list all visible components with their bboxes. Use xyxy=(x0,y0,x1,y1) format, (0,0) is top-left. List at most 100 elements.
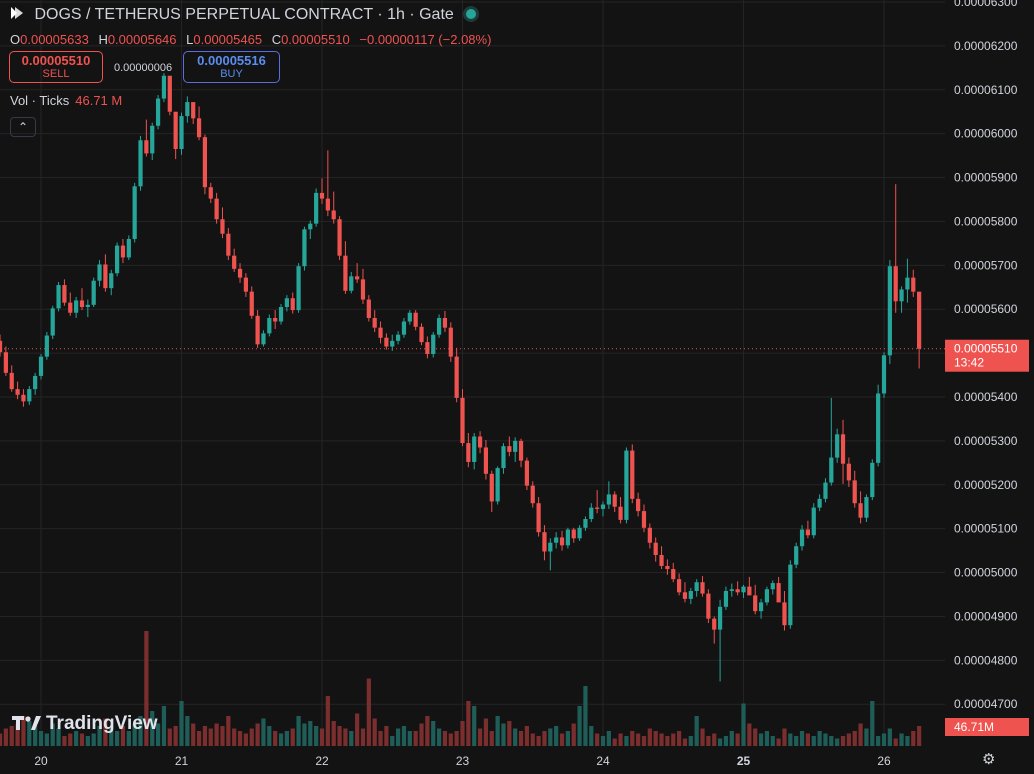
candle-body xyxy=(559,537,565,546)
open-value: 0.00005633 xyxy=(20,32,89,47)
candle-body xyxy=(290,298,295,311)
candle-body xyxy=(419,326,424,343)
candle-body xyxy=(518,440,524,461)
volume-bar xyxy=(606,731,611,746)
candle-body xyxy=(682,592,688,599)
candle-body xyxy=(501,446,506,469)
candle-body xyxy=(196,118,202,138)
y-tick-label: 0.00005100 xyxy=(954,522,1018,536)
volume-bar xyxy=(641,736,647,746)
dogs-logo-icon xyxy=(11,7,23,19)
volume-bar xyxy=(302,723,307,746)
volume-bar xyxy=(870,701,875,746)
candle-body xyxy=(319,192,325,199)
candle-body xyxy=(829,457,834,483)
close-label: C xyxy=(271,32,282,47)
close-value: 0.00005510 xyxy=(281,32,350,47)
volume-bar xyxy=(56,728,61,746)
volume-bar xyxy=(85,736,90,746)
volume-bar xyxy=(74,731,79,746)
volume-bar xyxy=(395,728,401,746)
symbol-title[interactable]: DOGS / TETHERUS PERPETUAL CONTRACT · 1h … xyxy=(34,6,454,23)
x-tick-label: 23 xyxy=(456,754,470,768)
candle-body xyxy=(589,507,594,520)
candle-body xyxy=(753,595,758,612)
volume-bar xyxy=(401,726,407,746)
volume-bar xyxy=(425,716,430,746)
y-tick-label: 0.00005700 xyxy=(954,258,1018,272)
candle-body xyxy=(647,527,652,543)
volume-bar xyxy=(835,738,840,746)
change-value: −0.00000117 (−2.08%) xyxy=(359,32,492,47)
volume-bar xyxy=(44,733,49,746)
volume-bar xyxy=(858,723,863,746)
sell-button[interactable]: 0.00005510 SELL xyxy=(9,51,103,83)
y-tick-label: 0.00004800 xyxy=(954,653,1018,667)
volume-bar xyxy=(805,733,811,746)
candle-body xyxy=(114,245,120,274)
candle-body xyxy=(284,298,289,308)
y-tick-label: 0.00006200 xyxy=(954,39,1018,53)
candle-body xyxy=(811,507,816,536)
volume-bar xyxy=(167,728,172,746)
volume-bar xyxy=(62,736,67,746)
candle-body xyxy=(577,527,582,539)
candle-body xyxy=(899,289,904,302)
volume-bar xyxy=(764,731,770,746)
candle-body xyxy=(571,529,576,539)
candle-body xyxy=(325,198,330,211)
volume-bar xyxy=(91,733,96,746)
volume-bar xyxy=(747,723,752,746)
volume-bar xyxy=(507,721,512,746)
x-tick-label: 25 xyxy=(737,754,751,768)
candle-body xyxy=(360,279,366,300)
candle-body xyxy=(401,321,407,335)
volume-bar xyxy=(191,723,196,746)
volume-bar xyxy=(753,728,758,746)
candle-body xyxy=(249,291,254,316)
volume-bar xyxy=(817,731,822,746)
volume-bar xyxy=(823,733,828,746)
volume-bar xyxy=(249,728,254,746)
volume-bar xyxy=(905,736,910,746)
candle-body xyxy=(278,307,284,322)
volume-bar xyxy=(290,728,295,746)
volume-bar xyxy=(378,731,383,746)
candle-body xyxy=(712,618,717,630)
candle-body xyxy=(21,394,26,402)
candle-body xyxy=(676,579,682,593)
collapse-legend-button[interactable]: ⌃ xyxy=(10,117,36,137)
candle-body xyxy=(659,555,664,566)
volume-bar xyxy=(782,728,787,746)
candle-body xyxy=(62,285,67,303)
volume-bar xyxy=(729,731,734,746)
volume-bar xyxy=(325,696,330,746)
candle-body xyxy=(331,210,336,220)
candle-body xyxy=(255,315,260,345)
candle-body xyxy=(606,494,611,505)
volume-bar xyxy=(712,733,717,746)
x-tick-label: 26 xyxy=(877,754,891,768)
candle-body xyxy=(0,340,3,353)
volume-bar xyxy=(688,736,693,746)
volume-bar xyxy=(735,733,740,746)
buy-button[interactable]: 0.00005516 BUY xyxy=(183,51,280,83)
candle-body xyxy=(33,375,38,390)
volume-bar xyxy=(255,723,260,746)
candle-body xyxy=(741,586,746,593)
candle-body xyxy=(717,606,723,630)
candle-body xyxy=(583,519,588,528)
volume-bar xyxy=(114,731,120,746)
volume-bar xyxy=(109,728,114,746)
y-tick-label: 0.00006300 xyxy=(954,0,1018,9)
volume-bar xyxy=(308,721,313,746)
gear-icon[interactable]: ⚙ xyxy=(982,751,996,768)
volume-legend[interactable]: Vol · Ticks 46.71 M xyxy=(10,93,122,108)
volume-bar xyxy=(717,738,723,746)
volume-bar xyxy=(876,736,881,746)
volume-bar xyxy=(0,733,3,746)
candle-body xyxy=(38,356,44,376)
candle-body xyxy=(729,589,734,591)
volume-bar xyxy=(21,716,26,746)
